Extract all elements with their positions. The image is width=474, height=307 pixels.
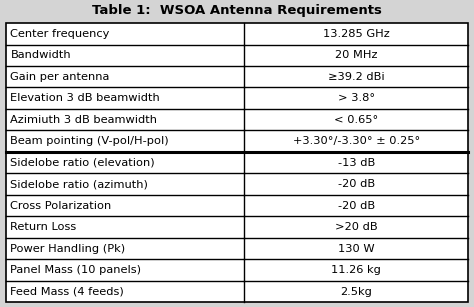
Text: >20 dB: >20 dB <box>335 222 377 232</box>
Text: > 3.8°: > 3.8° <box>337 93 374 103</box>
Text: ≥39.2 dBi: ≥39.2 dBi <box>328 72 384 82</box>
Text: Feed Mass (4 feeds): Feed Mass (4 feeds) <box>10 287 124 297</box>
Text: 13.285 GHz: 13.285 GHz <box>323 29 390 39</box>
Text: Gain per antenna: Gain per antenna <box>10 72 110 82</box>
Text: Beam pointing (V-pol/H-pol): Beam pointing (V-pol/H-pol) <box>10 136 169 146</box>
Text: 130 W: 130 W <box>338 244 374 254</box>
Text: Azimiuth 3 dB beamwidth: Azimiuth 3 dB beamwidth <box>10 115 157 125</box>
Text: Bandwidth: Bandwidth <box>10 50 71 60</box>
Text: 20 MHz: 20 MHz <box>335 50 377 60</box>
Text: Cross Polarization: Cross Polarization <box>10 201 112 211</box>
Text: < 0.65°: < 0.65° <box>334 115 378 125</box>
Text: Elevation 3 dB beamwidth: Elevation 3 dB beamwidth <box>10 93 160 103</box>
Text: 2.5kg: 2.5kg <box>340 287 372 297</box>
Text: 11.26 kg: 11.26 kg <box>331 265 381 275</box>
Text: Power Handling (Pk): Power Handling (Pk) <box>10 244 126 254</box>
Text: Sidelobe ratio (azimuth): Sidelobe ratio (azimuth) <box>10 179 148 189</box>
Text: -13 dB: -13 dB <box>337 158 375 168</box>
Text: Center frequency: Center frequency <box>10 29 110 39</box>
Text: Table 1:  WSOA Antenna Requirements: Table 1: WSOA Antenna Requirements <box>92 4 382 17</box>
Text: -20 dB: -20 dB <box>337 201 374 211</box>
Text: +3.30°/-3.30° ± 0.25°: +3.30°/-3.30° ± 0.25° <box>292 136 420 146</box>
Text: -20 dB: -20 dB <box>337 179 374 189</box>
Text: Return Loss: Return Loss <box>10 222 77 232</box>
Text: Panel Mass (10 panels): Panel Mass (10 panels) <box>10 265 141 275</box>
Text: Sidelobe ratio (elevation): Sidelobe ratio (elevation) <box>10 158 155 168</box>
